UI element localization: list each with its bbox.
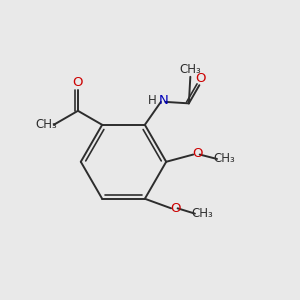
Text: CH₃: CH₃ [35,118,57,131]
Text: H: H [148,94,157,107]
Text: O: O [196,72,206,85]
Text: N: N [158,94,168,107]
Text: O: O [73,76,83,89]
Text: O: O [170,202,181,215]
Text: CH₃: CH₃ [192,207,213,220]
Text: CH₃: CH₃ [179,63,201,76]
Text: O: O [192,147,202,161]
Text: CH₃: CH₃ [214,152,236,166]
